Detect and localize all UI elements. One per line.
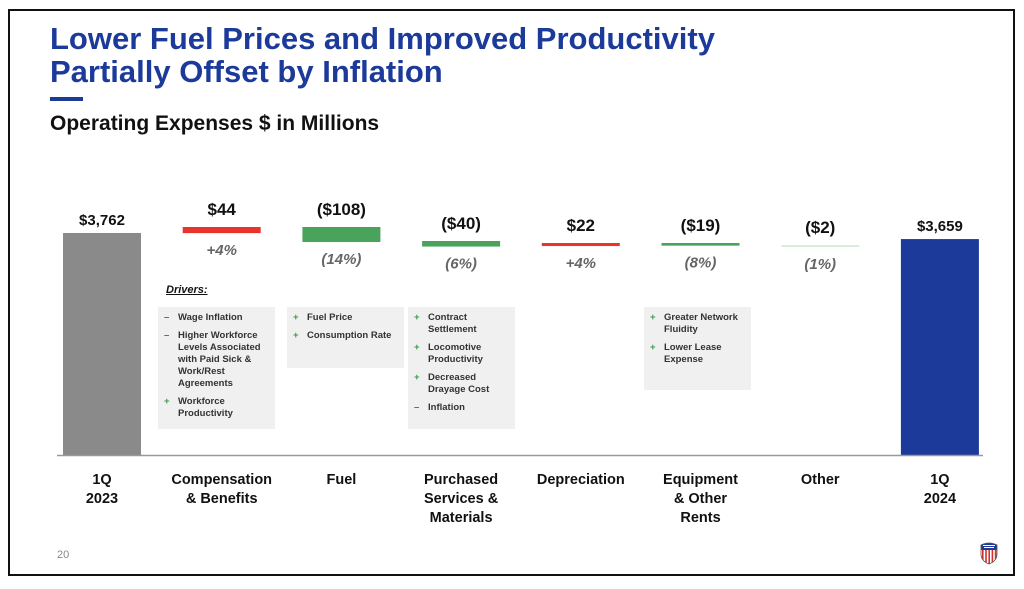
percent-change-label: (1%) xyxy=(804,256,836,273)
decrease-bar xyxy=(422,241,501,247)
drivers-heading: Drivers: xyxy=(166,284,208,296)
category-label: Depreciation xyxy=(537,472,625,488)
category-label: Equipment & Other Rents xyxy=(663,472,738,526)
driver-item: + Decreased Drayage Cost xyxy=(414,372,509,396)
plus-icon: + xyxy=(293,330,299,341)
category-label: 1Q 2023 xyxy=(86,472,118,507)
increase-bar xyxy=(182,227,261,234)
driver-text: Fuel Price xyxy=(307,312,353,323)
value-label: ($40) xyxy=(441,214,481,233)
drivers-box: + Contract Settlement + Locomotive Producti… xyxy=(408,307,515,429)
driver-text: Contract Settlement xyxy=(428,312,477,335)
plus-icon: + xyxy=(414,342,420,353)
driver-text: Wage Inflation xyxy=(178,312,243,323)
category-label-line: & Other xyxy=(674,491,728,507)
percent-change-label: (8%) xyxy=(685,255,717,272)
driver-item: + Locomotive Productivity xyxy=(414,342,509,366)
value-label: $3,659 xyxy=(917,218,963,235)
category-label-line: 1Q xyxy=(92,472,111,488)
page-number: 20 xyxy=(57,549,70,561)
value-label: ($108) xyxy=(317,200,366,219)
driver-text: Locomotive Productivity xyxy=(428,342,483,365)
category-label-line: Compensation xyxy=(171,472,272,488)
driver-item: + Fuel Price xyxy=(293,312,398,324)
driver-text: Higher Workforce Levels Associated with … xyxy=(178,330,261,389)
minus-icon: – xyxy=(414,402,420,413)
category-label: Compensation & Benefits xyxy=(171,472,272,507)
minus-icon: – xyxy=(164,330,170,341)
category-label-line: Purchased xyxy=(424,472,498,488)
category-label-line: Materials xyxy=(430,510,493,526)
plus-icon: + xyxy=(414,312,420,323)
driver-item: + Lower Lease Expense xyxy=(650,342,745,366)
driver-item: – Inflation xyxy=(414,402,509,414)
union-pacific-shield-icon xyxy=(980,542,998,565)
category-label-line: 1Q xyxy=(930,472,949,488)
category-label-line: Services & xyxy=(424,491,499,507)
increase-bar xyxy=(541,243,620,247)
value-label: ($2) xyxy=(805,218,835,237)
labels-group: $3,762 +4% $44 (14%) ($108) (6%) ($40) +4% $22 (8… xyxy=(79,200,963,273)
driver-item: + Contract Settlement xyxy=(414,312,509,336)
driver-item: – Higher Workforce Levels Associated with… xyxy=(164,330,269,390)
drivers-box: – Wage Inflation – Higher Workforce Levels … xyxy=(158,307,275,429)
category-labels-group: 1Q 2023 Compensation & Benefits Fuel Purchase… xyxy=(86,472,956,526)
driver-text: Greater Network Fluidity xyxy=(664,312,738,335)
plus-icon: + xyxy=(164,396,170,407)
decrease-bar xyxy=(661,243,740,246)
total-bar xyxy=(63,233,141,455)
percent-change-label: +4% xyxy=(206,242,236,259)
category-label-line: Rents xyxy=(680,510,720,526)
category-label-line: & Benefits xyxy=(186,491,258,507)
slide-title: Lower Fuel Prices and Improved Productiv… xyxy=(50,21,715,89)
plus-icon: + xyxy=(650,342,656,353)
category-label-line: Fuel xyxy=(326,472,356,488)
minus-icon: – xyxy=(164,312,170,323)
drivers-box: + Fuel Price + Consumption Rate xyxy=(287,307,404,368)
percent-change-label: (6%) xyxy=(445,256,477,273)
driver-text: Lower Lease Expense xyxy=(664,342,722,365)
category-label: Fuel xyxy=(326,472,356,488)
chart-subtitle: Operating Expenses $ in Millions xyxy=(50,112,380,135)
category-label: Other xyxy=(801,472,840,488)
value-label: $44 xyxy=(208,200,237,219)
decrease-bar xyxy=(781,245,860,247)
driver-text: Consumption Rate xyxy=(307,330,392,341)
driver-item: + Workforce Productivity xyxy=(164,396,269,420)
driver-item: + Greater Network Fluidity xyxy=(650,312,745,336)
category-label-line: Other xyxy=(801,472,840,488)
percent-change-label: +4% xyxy=(566,255,596,272)
category-label-line: 2023 xyxy=(86,491,118,507)
title-accent-rule xyxy=(50,97,83,101)
plus-icon: + xyxy=(650,312,656,323)
driver-item: + Consumption Rate xyxy=(293,330,398,342)
driver-text: Inflation xyxy=(428,402,465,413)
category-label: Purchased Services & Materials xyxy=(424,472,499,526)
driver-text: Workforce Productivity xyxy=(178,396,233,419)
total-bar xyxy=(900,239,979,455)
category-label-line: Equipment xyxy=(663,472,738,488)
slide-frame xyxy=(8,9,1015,576)
plus-icon: + xyxy=(293,312,299,323)
category-label-line: Depreciation xyxy=(537,472,625,488)
category-label: 1Q 2024 xyxy=(924,472,956,507)
driver-text: Decreased Drayage Cost xyxy=(428,372,490,395)
category-label-line: 2024 xyxy=(924,491,956,507)
value-label: ($19) xyxy=(681,216,721,235)
plus-icon: + xyxy=(414,372,420,383)
driver-item: – Wage Inflation xyxy=(164,312,269,324)
bars-group xyxy=(63,227,979,455)
drivers-box: + Greater Network Fluidity + Lower Lease Ex… xyxy=(644,307,751,390)
value-label: $3,762 xyxy=(79,212,125,229)
percent-change-label: (14%) xyxy=(321,251,361,268)
decrease-bar xyxy=(302,227,381,242)
value-label: $22 xyxy=(567,216,595,235)
